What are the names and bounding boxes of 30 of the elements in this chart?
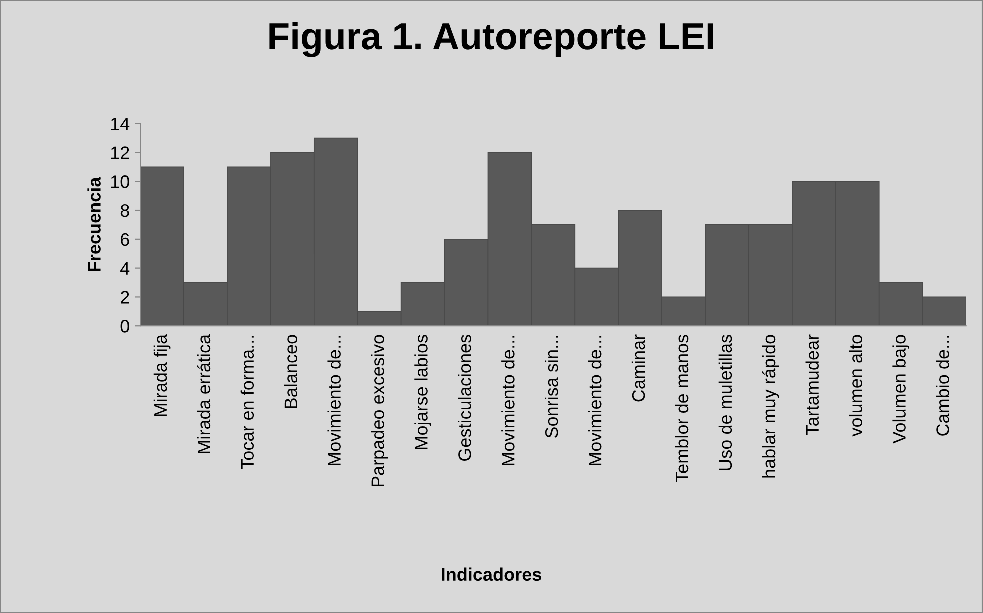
- x-tick-label: Mojarse labios: [414, 335, 432, 450]
- chart-title: Figura 1. Autoreporte LEI: [270, 22, 714, 58]
- x-tick-label: Uso de muletillas: [718, 335, 732, 471]
- x-tick-label: Balanceo: [284, 335, 298, 408]
- x-tick-label: Movimiento de...: [328, 336, 341, 466]
- y-tick-label: 14: [111, 118, 130, 130]
- y-tick-label: 6: [121, 233, 130, 246]
- x-tick-label: Movimiento de...: [588, 336, 602, 466]
- y-tick-label: 4: [120, 262, 130, 275]
- x-tick-label: hablar muy rápido: [762, 335, 780, 478]
- y-tick-label: 10: [111, 176, 130, 188]
- x-tick-label: Mirada errática: [197, 334, 211, 454]
- x-tick-label: Temblor de manos: [675, 335, 689, 483]
- x-tick-label: Movimiento de...: [502, 336, 515, 466]
- y-tick-label: 12: [111, 146, 130, 160]
- x-tick-label: Cambio de...: [936, 336, 950, 436]
- y-tick-label: 8: [120, 204, 130, 218]
- x-tick-label: Tocar en forma...: [240, 336, 254, 470]
- x-tick-label: Tartamudear: [806, 334, 820, 436]
- x-axis-title: Indicadores: [442, 568, 542, 582]
- y-tick-label: 0: [120, 320, 130, 333]
- x-tick-label: Sonrisa sin...: [545, 336, 558, 438]
- y-axis-title: Frecuencia: [88, 177, 101, 272]
- x-tick-label: Gesticulaciones: [458, 335, 472, 461]
- x-tick-label: Parpadeo excesivo: [371, 335, 388, 487]
- x-tick-label: Mirada fija: [154, 334, 171, 416]
- y-tick-label: 2: [121, 291, 130, 304]
- x-tick-label: volumen alto: [849, 335, 862, 437]
- x-tick-label: Caminar: [632, 334, 646, 402]
- x-tick-label: Volumen bajo: [892, 335, 910, 444]
